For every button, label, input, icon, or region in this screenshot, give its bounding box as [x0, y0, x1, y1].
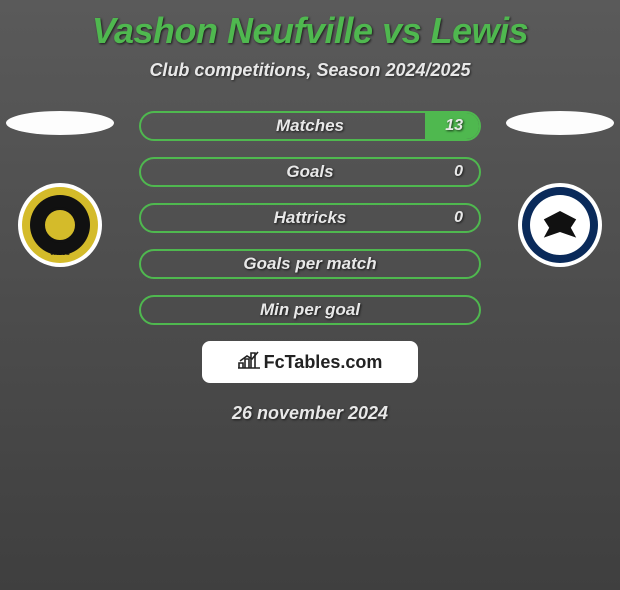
stat-label: Hattricks [274, 208, 347, 228]
stat-row-matches: Matches 13 [139, 111, 481, 141]
player-photo-right [506, 111, 614, 135]
stat-label: Goals [286, 162, 333, 182]
stat-row-goals-per-match: Goals per match [139, 249, 481, 279]
stat-row-goals: Goals 0 [139, 157, 481, 187]
player-photo-left [6, 111, 114, 135]
brand-text: FcTables.com [264, 352, 383, 373]
chart-icon [238, 351, 260, 374]
crest-text-left: exiles [18, 250, 102, 257]
stat-label: Min per goal [260, 300, 360, 320]
stat-row-hattricks: Hattricks 0 [139, 203, 481, 233]
page-subtitle: Club competitions, Season 2024/2025 [0, 60, 620, 81]
stat-value: 0 [454, 209, 463, 227]
stat-value: 0 [454, 163, 463, 181]
club-crest-right [518, 183, 602, 267]
snapshot-date: 26 november 2024 [0, 403, 620, 424]
comparison-panel: exiles Matches 13 Goals 0 Hattricks 0 Go… [0, 111, 620, 424]
page-title: Vashon Neufville vs Lewis [0, 10, 620, 52]
stat-bars: Matches 13 Goals 0 Hattricks 0 Goals per… [139, 111, 481, 325]
stat-label: Matches [276, 116, 344, 136]
stat-label: Goals per match [243, 254, 376, 274]
brand-badge: FcTables.com [202, 341, 418, 383]
club-crest-left: exiles [18, 183, 102, 267]
eagle-icon [542, 211, 578, 239]
stat-row-min-per-goal: Min per goal [139, 295, 481, 325]
stat-value: 13 [445, 117, 463, 135]
